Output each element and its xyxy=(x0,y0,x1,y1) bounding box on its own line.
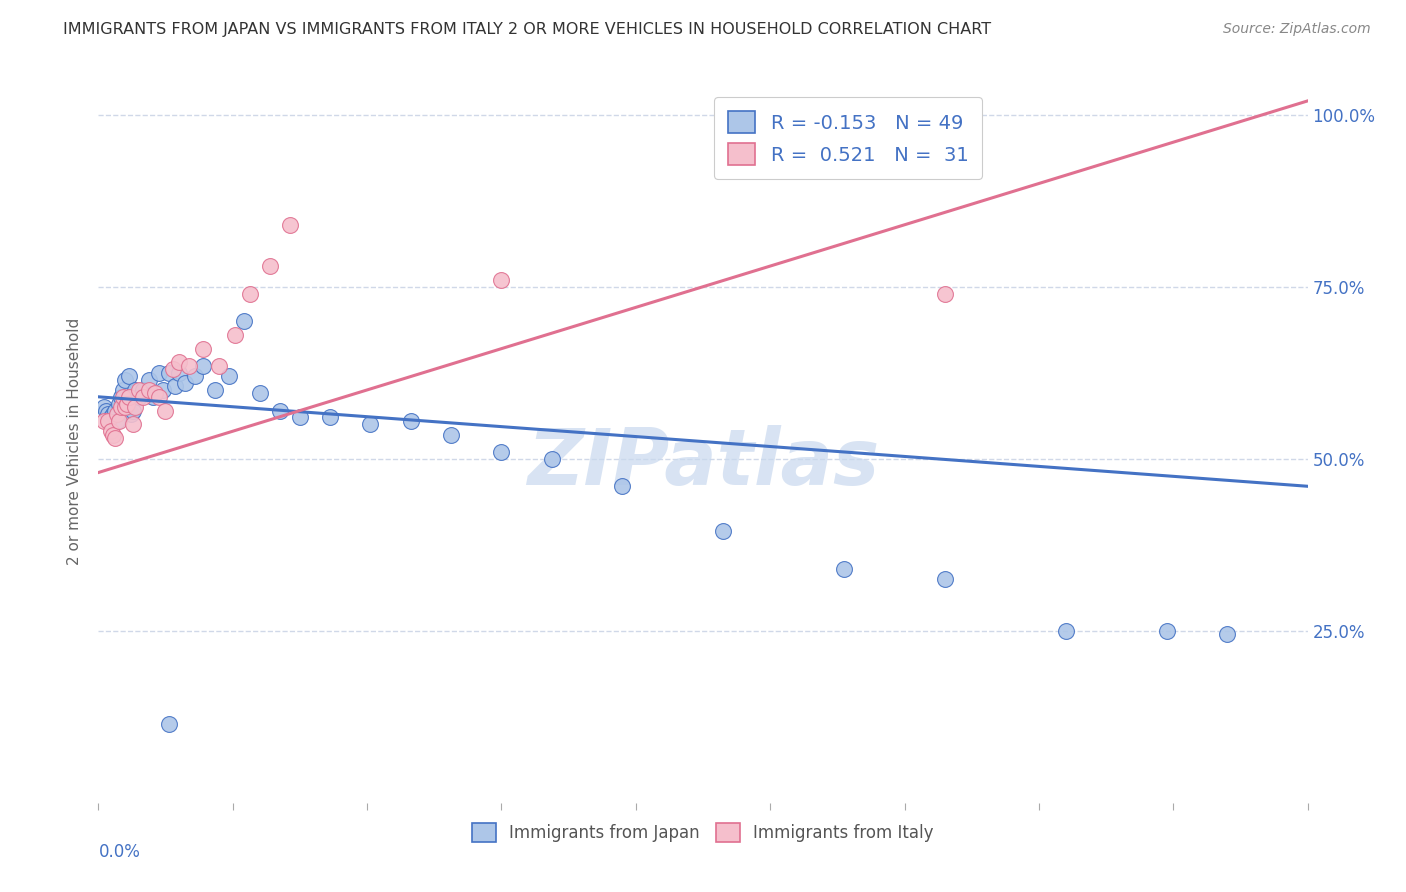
Point xyxy=(491,273,513,287)
Point xyxy=(132,390,155,404)
Point xyxy=(138,373,160,387)
Point xyxy=(288,410,311,425)
Point xyxy=(612,479,634,493)
Point xyxy=(110,390,132,404)
Point xyxy=(193,342,215,356)
Point xyxy=(120,407,142,421)
Point xyxy=(111,390,134,404)
Point xyxy=(208,359,231,373)
Point xyxy=(218,369,240,384)
Point xyxy=(204,383,226,397)
Point xyxy=(934,572,956,586)
Point xyxy=(174,376,197,390)
Point xyxy=(101,427,124,442)
Point xyxy=(148,366,170,380)
Point xyxy=(259,259,281,273)
Point xyxy=(124,400,146,414)
Point xyxy=(107,397,129,411)
Point xyxy=(1156,624,1178,638)
Point xyxy=(121,403,143,417)
Point xyxy=(934,286,956,301)
Legend: Immigrants from Japan, Immigrants from Italy: Immigrants from Japan, Immigrants from I… xyxy=(465,816,941,848)
Point xyxy=(711,524,734,538)
Point xyxy=(138,383,160,397)
Point xyxy=(115,397,138,411)
Text: ZIPatlas: ZIPatlas xyxy=(527,425,879,501)
Point xyxy=(232,314,254,328)
Point xyxy=(1216,627,1239,641)
Point xyxy=(93,414,115,428)
Point xyxy=(152,383,174,397)
Point xyxy=(278,218,301,232)
Point xyxy=(128,383,150,397)
Point xyxy=(540,451,562,466)
Point xyxy=(103,403,125,417)
Point xyxy=(179,359,201,373)
Text: Source: ZipAtlas.com: Source: ZipAtlas.com xyxy=(1223,22,1371,37)
Point xyxy=(440,427,463,442)
Point xyxy=(100,410,122,425)
Point xyxy=(101,407,124,421)
Point xyxy=(118,369,141,384)
Point xyxy=(148,390,170,404)
Point xyxy=(1054,624,1077,638)
Point xyxy=(103,431,125,445)
Point xyxy=(124,383,146,397)
Point xyxy=(491,445,513,459)
Point xyxy=(157,366,180,380)
Point xyxy=(97,407,120,421)
Point xyxy=(96,403,118,417)
Point xyxy=(832,562,855,576)
Point xyxy=(105,414,128,428)
Point xyxy=(269,403,291,417)
Y-axis label: 2 or more Vehicles in Household: 2 or more Vehicles in Household xyxy=(67,318,83,566)
Point xyxy=(224,327,246,342)
Point xyxy=(93,400,115,414)
Point xyxy=(360,417,382,432)
Point xyxy=(319,410,342,425)
Point xyxy=(114,373,136,387)
Text: 0.0%: 0.0% xyxy=(98,843,141,861)
Point xyxy=(184,369,207,384)
Point xyxy=(121,417,143,432)
Point xyxy=(249,386,271,401)
Point xyxy=(110,400,132,414)
Point xyxy=(111,383,134,397)
Point xyxy=(153,403,176,417)
Point xyxy=(118,390,141,404)
Point xyxy=(107,414,129,428)
Point xyxy=(163,379,186,393)
Point xyxy=(142,390,165,404)
Point xyxy=(115,397,138,411)
Point xyxy=(100,424,122,438)
Point xyxy=(399,414,422,428)
Point xyxy=(143,386,166,401)
Point xyxy=(97,414,120,428)
Point xyxy=(132,383,155,397)
Point xyxy=(162,362,184,376)
Point xyxy=(239,286,262,301)
Point xyxy=(114,400,136,414)
Point xyxy=(105,407,128,421)
Text: IMMIGRANTS FROM JAPAN VS IMMIGRANTS FROM ITALY 2 OR MORE VEHICLES IN HOUSEHOLD C: IMMIGRANTS FROM JAPAN VS IMMIGRANTS FROM… xyxy=(63,22,991,37)
Point xyxy=(157,716,180,731)
Point xyxy=(128,390,150,404)
Point xyxy=(167,366,190,380)
Point xyxy=(193,359,215,373)
Point xyxy=(167,355,190,369)
